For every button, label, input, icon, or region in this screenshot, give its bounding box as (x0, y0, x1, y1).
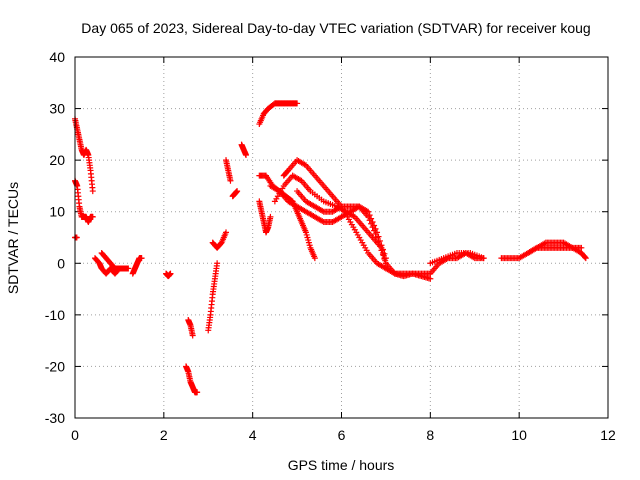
y-tick-label: 20 (49, 152, 65, 168)
series-arc-5 (163, 270, 174, 280)
data-point-marker (582, 254, 589, 261)
data-point-marker (138, 255, 145, 262)
x-tick-label: 12 (600, 427, 616, 443)
series-arc-13 (256, 198, 274, 236)
y-axis-label: SDTVAR / TECUs (5, 182, 21, 294)
data-point-marker (89, 213, 96, 220)
series-arc-10 (223, 157, 234, 184)
data-point-marker (578, 244, 585, 251)
y-tick-label: -20 (45, 358, 65, 374)
data-point-marker (294, 100, 301, 107)
data-point-marker (369, 224, 376, 231)
x-tick-label: 0 (71, 427, 79, 443)
y-tick-label: 30 (49, 101, 65, 117)
series-arc-20 (382, 265, 434, 282)
data-point-marker (427, 275, 434, 282)
data-point-marker (366, 217, 373, 224)
data-point-marker (194, 389, 201, 396)
series-arc-1b (72, 234, 80, 241)
series-arc-1a (72, 177, 96, 226)
series-arc-7 (185, 317, 196, 339)
series-arc-8 (205, 260, 221, 334)
x-tick-label: 4 (249, 427, 257, 443)
series-arc-14 (256, 100, 301, 128)
data-point-marker (167, 270, 174, 277)
x-tick-label: 10 (511, 427, 527, 443)
data-point-marker (372, 231, 379, 238)
y-tick-label: 0 (57, 255, 65, 271)
x-tick-label: 6 (338, 427, 346, 443)
y-axis-ticks: -30 -20 -10 0 10 20 30 40 (45, 49, 608, 426)
series-arc-21 (427, 249, 487, 267)
x-axis-ticks: 0 2 4 6 8 10 12 (71, 57, 616, 443)
data-point-marker (582, 255, 589, 262)
data-points (72, 100, 589, 396)
data-point-marker (374, 234, 381, 241)
x-axis-label: GPS time / hours (288, 457, 395, 473)
data-point-marker (365, 213, 372, 220)
series-arc-12 (238, 141, 250, 158)
series-arc-3 (98, 249, 123, 272)
series-arc-11 (229, 188, 241, 200)
data-point-marker (116, 265, 123, 272)
x-tick-label: 2 (160, 427, 168, 443)
series-arc-9 (209, 229, 230, 251)
series-arc-6 (183, 363, 201, 396)
data-point-marker (189, 332, 196, 339)
series-arc-1c (72, 115, 96, 195)
data-point-marker (371, 227, 378, 234)
data-point-marker (480, 255, 487, 262)
plot-frame (74, 56, 609, 419)
data-point-marker (214, 260, 221, 267)
series-arc-4 (129, 255, 145, 277)
y-tick-label: 10 (49, 204, 65, 220)
y-tick-label: -30 (45, 410, 65, 426)
data-point-marker (227, 177, 234, 184)
data-point-marker (267, 213, 274, 220)
series-arc-23 (525, 239, 585, 256)
x-tick-label: 8 (426, 427, 434, 443)
data-point-marker (375, 238, 382, 245)
data-point-marker (376, 243, 383, 250)
data-point-marker (368, 220, 375, 227)
data-point-marker (379, 251, 386, 258)
data-point-marker (223, 229, 230, 236)
data-point-marker (381, 255, 388, 262)
chart-title: Day 065 of 2023, Sidereal Day-to-day VTE… (81, 20, 590, 36)
data-point-marker (378, 247, 385, 254)
data-point-marker (125, 265, 132, 272)
data-point-marker (243, 151, 250, 158)
y-tick-label: 40 (49, 49, 65, 65)
data-point-marker (311, 255, 318, 262)
y-tick-label: -10 (45, 307, 65, 323)
data-point-marker (234, 188, 241, 195)
gridlines (75, 57, 608, 418)
data-point-marker (89, 188, 96, 195)
